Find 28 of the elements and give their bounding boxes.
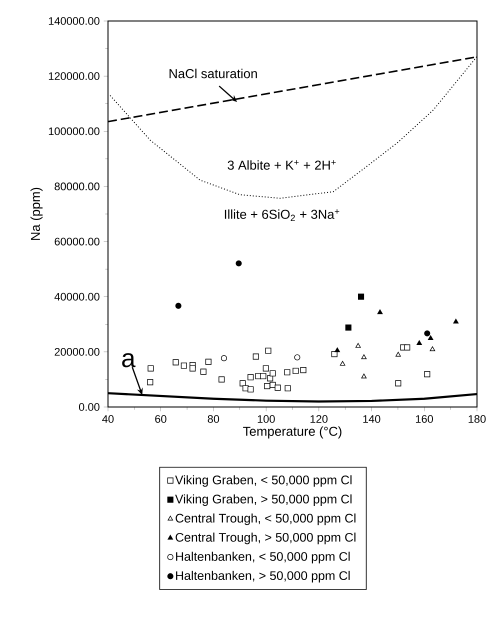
annotation: Illite + 6SiO$_{2}$ + 3Na$^{+}$ bbox=[224, 209, 340, 221]
x-tick-label: 140 bbox=[363, 415, 380, 423]
legend-label: Haltenbanken, < 50,000 ppm Cl bbox=[176, 552, 350, 564]
x-tick-label: 80 bbox=[208, 415, 220, 423]
legend-label: Central Trough, > 50,000 ppm Cl bbox=[176, 532, 356, 544]
x-tick-label: 180 bbox=[468, 415, 486, 423]
y-tick-label: 100000.00 bbox=[48, 127, 100, 136]
legend-label: Central Trough, < 50,000 ppm Cl bbox=[176, 513, 356, 526]
legend-label: Viking Graben, < 50,000 ppm Cl bbox=[175, 475, 352, 487]
y-axis-title: Na (ppm) bbox=[30, 188, 43, 240]
y-tick-label: 80000.00 bbox=[54, 182, 100, 190]
x-tick-label: 160 bbox=[416, 415, 433, 423]
annotation: a bbox=[122, 353, 136, 368]
y-tick-label: 120000.00 bbox=[48, 72, 100, 80]
y-tick-label: 140000.00 bbox=[48, 17, 100, 25]
annotation: 3 Albite + K$^{+}$ + 2H$^{+}$ bbox=[228, 160, 336, 170]
legend-label: Viking Graben, > 50,000 ppm Cl bbox=[175, 494, 352, 506]
x-tick-label: 60 bbox=[155, 415, 166, 423]
y-tick-label: 60000.00 bbox=[54, 238, 100, 246]
x-tick-label: 100 bbox=[258, 415, 275, 423]
x-tick-label: 120 bbox=[310, 415, 328, 423]
legend-label: Haltenbanken, > 50,000 ppm Cl bbox=[176, 570, 350, 582]
x-tick-label: 40 bbox=[102, 415, 114, 423]
x-axis-title: Temperature (°C) bbox=[243, 426, 342, 438]
y-tick-label: 20000.00 bbox=[54, 348, 100, 356]
y-tick-label: 40000.00 bbox=[54, 292, 100, 301]
annotation: NaCl saturation bbox=[170, 68, 257, 78]
y-tick-label: 0.00 bbox=[78, 403, 100, 411]
